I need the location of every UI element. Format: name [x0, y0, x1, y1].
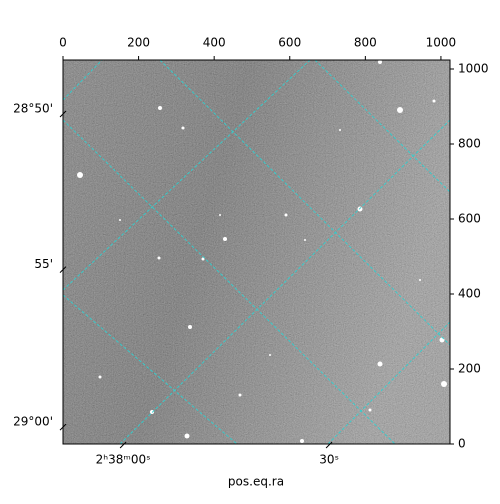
- y-tick-label: 0: [458, 437, 466, 451]
- x-tick-label: 400: [203, 36, 226, 50]
- plot-frame: [62, 59, 451, 445]
- x-tick-label: 0: [59, 36, 67, 50]
- y-tick-label: 200: [458, 362, 481, 376]
- ra-tick-label: 30ˢ: [319, 453, 339, 467]
- y-tick-label: 600: [458, 212, 481, 226]
- dec-tick: [59, 266, 67, 273]
- x-tick-label: 800: [354, 36, 377, 50]
- x-axis-label: pos.eq.ra: [228, 475, 284, 489]
- dec-tick-label: 29°00': [13, 415, 53, 429]
- x-tick-label: 200: [127, 36, 150, 50]
- stars: [77, 60, 447, 443]
- ra-tick: [325, 441, 333, 449]
- y-tick-label: 1000: [458, 62, 489, 76]
- coordinate-grid: [63, 60, 450, 444]
- ra-tick-label: 2ʰ38ᵐ00ˢ: [96, 453, 151, 467]
- sky-image: [63, 60, 450, 444]
- dec-tick-label: 55': [34, 257, 53, 271]
- dec-tick: [59, 110, 67, 118]
- dec-tick-label: 28°50': [13, 102, 53, 116]
- dec-tick: [59, 423, 67, 431]
- x-tick-label: 1000: [426, 36, 457, 50]
- y-tick-label: 800: [458, 137, 481, 151]
- y-tick-label: 400: [458, 287, 481, 301]
- ra-tick: [119, 441, 127, 449]
- x-tick-label: 600: [278, 36, 301, 50]
